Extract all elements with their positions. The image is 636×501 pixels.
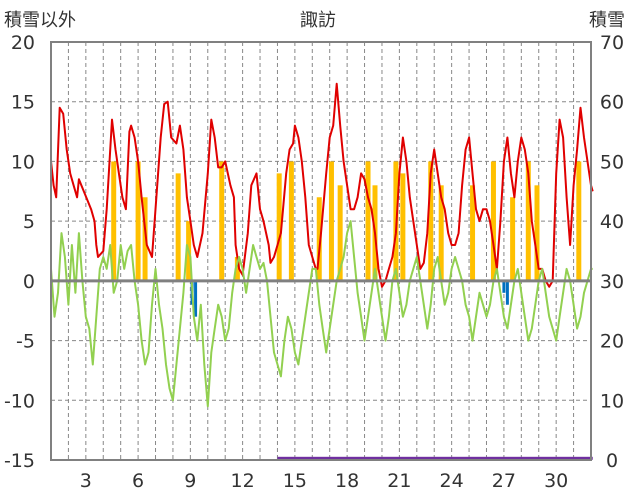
blue-bar [505,280,509,305]
orange-bar [470,185,476,281]
series-lines [50,82,594,408]
right-tick-label: 70 [600,32,624,54]
left-tick-label: 10 [11,151,35,173]
series-line-temperature [50,82,594,288]
blue-bar [194,280,198,317]
left-tick-label: 20 [11,32,35,54]
series-line-series-green [50,220,593,408]
orange-bar [337,185,343,281]
orange-bar [234,256,240,281]
right-axis-label: 積雪 [589,10,625,31]
orange-bar [276,173,282,281]
snow-depth-bar [277,456,593,460]
x-tick-label: 21 [387,470,411,492]
x-tick-label: 18 [335,470,359,492]
bars [111,161,593,460]
x-tick-label: 30 [544,470,568,492]
right-tick-label: 40 [600,211,624,233]
orange-bar [428,161,434,281]
left-tick-label: 15 [11,92,35,114]
x-tick-label: 6 [132,470,144,492]
orange-bar [490,161,496,281]
orange-bar [328,161,334,281]
orange-bar [438,185,444,281]
right-tick-label: 60 [600,92,624,114]
orange-bar [510,197,516,281]
x-tick-label: 3 [80,470,92,492]
orange-bar [400,173,406,281]
right-tick-label: 50 [600,151,624,173]
orange-bar [365,161,371,281]
orange-bar [111,161,117,281]
orange-bar [576,161,582,281]
left-axis-label: 積雪以外 [4,10,76,31]
orange-bar [534,185,540,281]
left-tick-label: 5 [23,211,35,233]
blue-bar [502,280,506,293]
x-tick-label: 12 [231,470,255,492]
left-tick-label: -5 [16,331,35,353]
left-tick-label: -15 [4,450,35,472]
x-tick-label: 9 [184,470,196,492]
right-tick-label: 0 [606,450,618,472]
orange-bar [175,173,181,281]
x-tick-label: 27 [492,470,516,492]
x-tick-label: 24 [440,470,464,492]
right-tick-label: 30 [600,271,624,293]
orange-bar [288,161,294,281]
right-tick-label: 20 [600,331,624,353]
orange-bar [219,161,225,281]
plot-frame [50,41,592,461]
orange-bar [142,197,148,281]
right-tick-label: 10 [600,390,624,412]
orange-bar [525,161,531,281]
left-tick-label: -10 [4,390,35,412]
orange-bar [316,197,322,281]
orange-bar [135,161,141,281]
axes: -15 -10 -5 0 5 10 15 20 0 10 20 30 40 50 60 70 3 6 9 12 15 18… [4,32,624,492]
chart-title: 諏訪 [300,10,336,31]
left-tick-label: 0 [23,271,35,293]
x-tick-label: 15 [283,470,307,492]
